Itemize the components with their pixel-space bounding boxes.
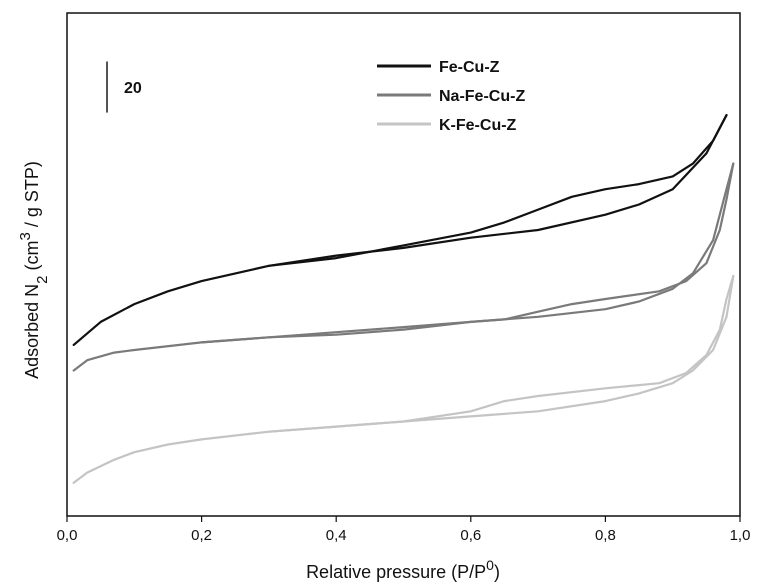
x-axis-title: Relative pressure (P/P0) (306, 557, 500, 582)
legend-label: Na-Fe-Cu-Z (439, 88, 525, 105)
scale-bar: 20 (106, 61, 142, 113)
legend-label: K-Fe-Cu-Z (439, 117, 517, 134)
y-axis-title-sup: 3 (17, 232, 34, 240)
x-tick-label: 0,8 (595, 527, 616, 544)
legend: Fe-Cu-Z Na-Fe-Cu-Z K-Fe-Cu-Z (377, 59, 525, 134)
series-layer (72, 114, 735, 484)
x-tick-label: 0,4 (326, 527, 347, 544)
x-axis-title-main: Relative pressure (P/P (306, 562, 486, 582)
y-axis-title-sub: 2 (34, 275, 51, 283)
y-axis-title: Adsorbed N2 (cm3 / g STP) (17, 161, 51, 379)
legend-label: Fe-Cu-Z (439, 59, 500, 76)
x-axis-title-sup: 0 (486, 557, 494, 573)
x-tick-label: 0,0 (57, 527, 78, 544)
x-axis-ticks: 0,0 0,2 0,4 0,6 0,8 1,0 (57, 516, 751, 544)
series-na-fe-cu-z-adsorption-line (72, 162, 735, 372)
x-axis-title-end: ) (494, 562, 500, 582)
y-axis-title-part-2: (cm (22, 240, 42, 275)
y-axis-title-part-3: / g STP) (22, 161, 42, 232)
series-fe-cu-z-desorption-line (267, 114, 728, 267)
series-k-fe-cu-z-desorption-line (267, 274, 735, 433)
series-fe-cu-z-adsorption-line (72, 114, 728, 346)
x-tick-label: 0,2 (191, 527, 212, 544)
y-axis-title-part-1: Adsorbed N (22, 284, 42, 379)
scale-bar-label: 20 (124, 80, 142, 97)
plot-frame (66, 12, 741, 517)
series-na-fe-cu-z-desorption-line (200, 162, 735, 344)
x-tick-label: 0,6 (460, 527, 481, 544)
series-k-fe-cu-z-adsorption-line (72, 274, 735, 484)
x-tick-label: 1,0 (730, 527, 751, 544)
